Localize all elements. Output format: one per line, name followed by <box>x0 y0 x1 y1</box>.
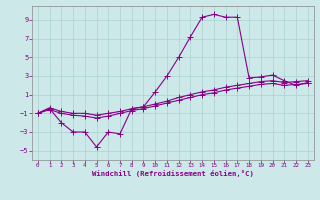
X-axis label: Windchill (Refroidissement éolien,°C): Windchill (Refroidissement éolien,°C) <box>92 170 254 177</box>
